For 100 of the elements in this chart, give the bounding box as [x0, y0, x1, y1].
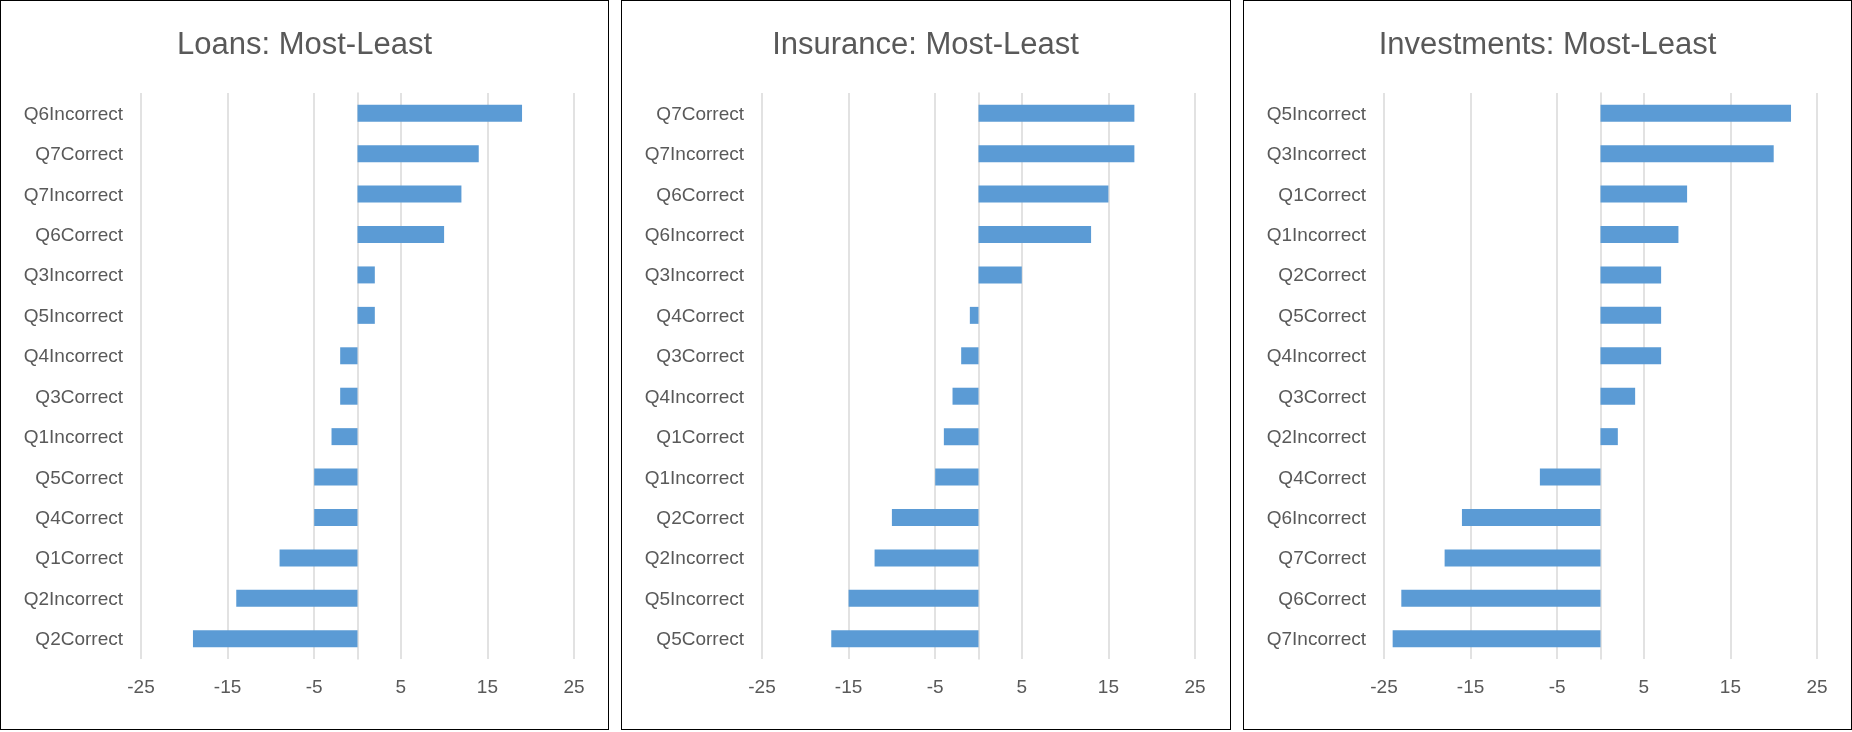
- y-tick-label: Q4Correct: [35, 507, 124, 528]
- y-tick-label: Q4Correct: [1278, 466, 1367, 488]
- y-tick-label: Q6Correct: [656, 183, 746, 205]
- y-tick-label: Q1Correct: [1278, 183, 1367, 205]
- x-tick-label: 15: [476, 676, 498, 697]
- x-tick-label: -25: [127, 676, 155, 697]
- bar: [978, 266, 1023, 284]
- y-tick-label: Q6Correct: [35, 224, 124, 245]
- bar: [314, 509, 358, 526]
- y-tick-label: Q1Correct: [656, 426, 746, 448]
- bar: [340, 387, 358, 405]
- bar: [1400, 589, 1601, 607]
- bar: [279, 549, 358, 567]
- y-tick-label: Q6Incorrect: [23, 102, 124, 124]
- y-tick-label: Q5Incorrect: [23, 304, 124, 326]
- y-tick-label: Q1Correct: [35, 547, 124, 569]
- y-tick-label: Q1Incorrect: [1266, 224, 1367, 245]
- bar: [1600, 104, 1791, 122]
- bar: [961, 347, 979, 365]
- y-tick-label: Q1Incorrect: [23, 426, 124, 448]
- bar: [848, 589, 979, 607]
- bar: [357, 145, 479, 163]
- y-tick-label: Q7Incorrect: [23, 183, 124, 205]
- y-tick-label: Q3Incorrect: [23, 264, 124, 286]
- y-tick-label: Q3Correct: [35, 385, 124, 407]
- x-tick-label: -15: [1456, 676, 1484, 697]
- bar: [978, 145, 1135, 163]
- x-tick-label: 5: [1016, 676, 1028, 697]
- y-tick-label: Q4Correct: [656, 304, 746, 326]
- y-tick-label: Q3Correct: [1278, 385, 1367, 407]
- y-tick-label: Q6Incorrect: [1266, 507, 1367, 528]
- bar: [978, 185, 1109, 203]
- y-tick-label: Q2Incorrect: [23, 587, 124, 609]
- bar: [1600, 428, 1618, 446]
- bar: [978, 226, 1092, 243]
- bar: [892, 509, 979, 526]
- y-tick-label: Q6Incorrect: [645, 224, 746, 245]
- y-tick-label: Q5Incorrect: [645, 587, 746, 609]
- bar: [874, 549, 979, 567]
- bar: [1461, 509, 1601, 526]
- y-tick-label: Q4Incorrect: [23, 345, 124, 367]
- y-tick-label: Q5Correct: [35, 466, 124, 488]
- y-tick-label: Q2Incorrect: [1266, 426, 1367, 448]
- x-tick-label: -15: [835, 676, 863, 697]
- x-tick-label: 15: [1719, 676, 1741, 697]
- y-tick-label: Q4Incorrect: [1266, 345, 1367, 367]
- x-tick-label: -5: [305, 676, 323, 697]
- y-tick-label: Q2Correct: [1278, 264, 1367, 286]
- bar: [970, 306, 979, 324]
- bar: [935, 468, 979, 486]
- y-tick-label: Q7Correct: [35, 143, 124, 165]
- bar: [1600, 387, 1635, 405]
- x-tick-label: 5: [1638, 676, 1649, 697]
- y-tick-label: Q2Correct: [656, 507, 746, 528]
- x-tick-label: 25: [1806, 676, 1828, 697]
- y-tick-label: Q5Correct: [1278, 304, 1367, 326]
- bar: [1600, 145, 1774, 163]
- y-tick-label: Q7Correct: [1278, 547, 1367, 569]
- y-tick-label: Q6Correct: [1278, 587, 1367, 609]
- bar: [944, 428, 979, 446]
- y-tick-label: Q3Incorrect: [645, 264, 746, 286]
- bar: [357, 185, 462, 203]
- y-tick-label: Q2Correct: [35, 628, 124, 650]
- bar: [1444, 549, 1601, 567]
- bar: [331, 428, 358, 446]
- bar: [357, 266, 375, 284]
- y-tick-label: Q3Correct: [656, 345, 746, 367]
- x-tick-label: 25: [563, 676, 585, 697]
- chart-title: Insurance: Most-Least: [772, 26, 1080, 61]
- x-tick-label: -5: [1548, 676, 1566, 697]
- y-tick-label: Q7Correct: [656, 102, 746, 124]
- bar: [236, 589, 358, 607]
- y-tick-label: Q2Incorrect: [645, 547, 746, 569]
- bar: [1600, 347, 1661, 365]
- x-tick-label: -15: [213, 676, 242, 697]
- bar: [1392, 630, 1601, 648]
- bar: [831, 630, 979, 648]
- x-tick-label: -5: [927, 676, 944, 697]
- bar: [978, 104, 1135, 122]
- bar: [314, 468, 358, 486]
- x-tick-label: -25: [1369, 676, 1398, 697]
- bar: [1600, 306, 1661, 324]
- chart-title: Loans: Most-Least: [176, 26, 433, 61]
- y-tick-label: Q3Incorrect: [1266, 143, 1367, 165]
- x-tick-label: 15: [1098, 676, 1120, 697]
- bar: [192, 630, 358, 648]
- bar: [1600, 185, 1687, 203]
- y-tick-label: Q5Correct: [656, 628, 746, 650]
- bar: [1539, 468, 1601, 486]
- y-tick-label: Q7Incorrect: [1266, 628, 1367, 650]
- y-tick-label: Q1Incorrect: [645, 466, 746, 488]
- bar: [357, 104, 523, 122]
- chart-title: Investments: Most-Least: [1378, 26, 1717, 61]
- x-tick-label: 25: [1184, 676, 1206, 697]
- bar: [357, 226, 445, 243]
- bar: [357, 306, 375, 324]
- y-tick-label: Q4Incorrect: [645, 385, 746, 407]
- y-tick-label: Q7Incorrect: [645, 143, 746, 165]
- y-tick-label: Q5Incorrect: [1266, 102, 1367, 124]
- bar: [1600, 226, 1679, 243]
